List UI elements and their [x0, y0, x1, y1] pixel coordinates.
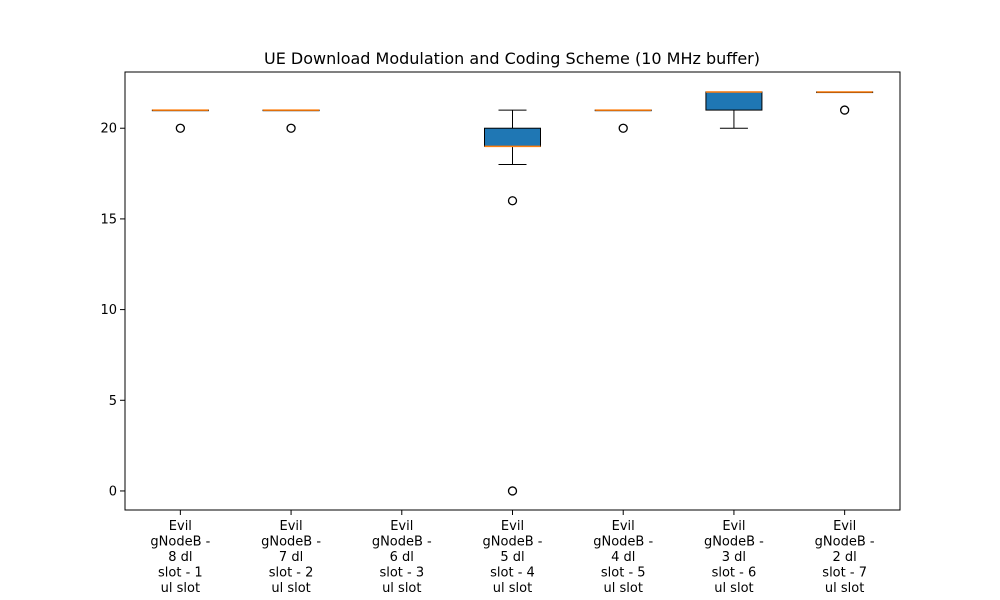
- x-tick-label: gNodeB -: [483, 535, 543, 550]
- x-tick-label: gNodeB -: [372, 535, 432, 550]
- x-tick-label: ul slot: [825, 581, 864, 596]
- x-tick-label: slot - 6: [712, 566, 757, 581]
- chart-title: UE Download Modulation and Coding Scheme…: [264, 49, 760, 68]
- x-tick-label: 7 dl: [279, 550, 303, 565]
- y-tick-label: 15: [100, 212, 117, 227]
- x-tick-label: ul slot: [161, 581, 200, 596]
- x-tick-label: slot - 1: [158, 566, 203, 581]
- x-tick-label: slot - 5: [601, 566, 646, 581]
- x-tick-label: Evil: [612, 519, 635, 534]
- outlier-point: [507, 196, 518, 206]
- y-tick-label: 5: [109, 394, 117, 409]
- x-tick-label: 3 dl: [722, 550, 746, 565]
- x-tick-label: 5 dl: [500, 550, 524, 565]
- outlier-point: [286, 123, 296, 133]
- x-tick-label: Evil: [833, 519, 856, 534]
- x-tick-label: gNodeB -: [261, 535, 321, 550]
- x-tick-label: slot - 4: [490, 566, 535, 581]
- x-tick-label: 2 dl: [833, 550, 857, 565]
- x-tick-label: ul slot: [714, 581, 753, 596]
- y-tick-label: 0: [109, 484, 117, 499]
- x-tick-label: gNodeB -: [704, 535, 764, 550]
- outlier-point: [618, 123, 628, 133]
- x-tick-label: Evil: [722, 519, 745, 534]
- plot-area: [151, 91, 874, 496]
- x-tick-label: Evil: [280, 519, 303, 534]
- box-group: [816, 91, 874, 115]
- x-tick-label: slot - 3: [379, 566, 424, 581]
- x-tick-label: gNodeB -: [815, 535, 875, 550]
- x-tick-label: ul slot: [493, 581, 532, 596]
- x-tick-label: 6 dl: [390, 550, 414, 565]
- x-tick-label: 4 dl: [611, 550, 635, 565]
- box-group: [151, 109, 209, 133]
- outlier-point: [839, 105, 850, 115]
- x-tick-label: ul slot: [604, 581, 643, 596]
- box-group: [484, 109, 541, 496]
- box-group: [594, 109, 652, 133]
- x-tick-label: 8 dl: [168, 550, 192, 565]
- y-tick-label: 20: [100, 122, 117, 137]
- x-tick-label: ul slot: [271, 581, 310, 596]
- x-tick-label: Evil: [501, 519, 524, 534]
- x-tick-label: Evil: [169, 519, 192, 534]
- x-tick-label: gNodeB -: [150, 535, 210, 550]
- outlier-point: [175, 123, 186, 133]
- x-tick-label: gNodeB -: [593, 535, 653, 550]
- x-tick-label: slot - 2: [269, 566, 314, 581]
- x-tick-label: ul slot: [382, 581, 421, 596]
- x-tick-label: slot - 7: [822, 566, 867, 581]
- outlier-point: [507, 486, 518, 496]
- box-group: [705, 91, 763, 129]
- box-body: [484, 127, 541, 147]
- y-tick-label: 10: [100, 303, 117, 318]
- y-axis: 0 5 10 15 20: [100, 122, 125, 499]
- box-group: [262, 109, 320, 133]
- box-body: [705, 91, 763, 111]
- x-tick-label: Evil: [390, 519, 413, 534]
